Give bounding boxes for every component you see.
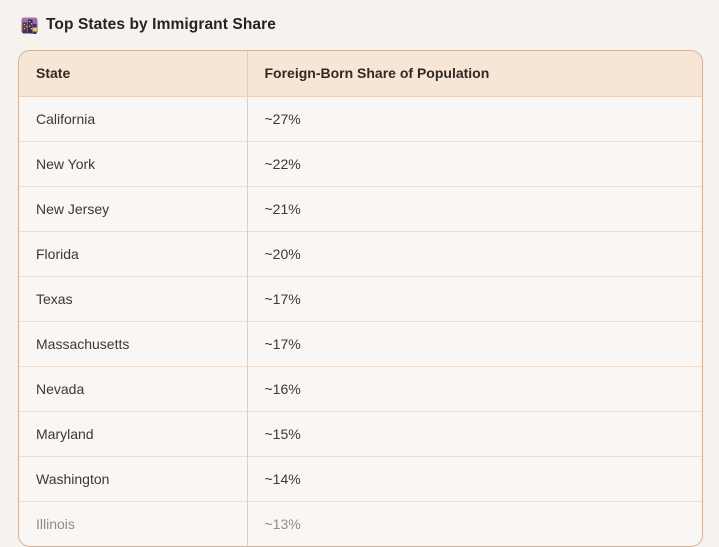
cell-state: Illinois [19, 500, 247, 546]
table-card: State Foreign-Born Share of Population C… [18, 50, 703, 547]
cell-share: ~15% [246, 410, 702, 456]
cell-share: ~13% [246, 500, 702, 546]
cell-state: New Jersey [19, 185, 247, 231]
cell-state: California [19, 96, 247, 141]
page-title: Top States by Immigrant Share [46, 16, 276, 33]
cell-share: ~20% [246, 230, 702, 276]
cell-state: New York [19, 140, 247, 186]
cell-state: Texas [19, 275, 247, 321]
table-row: Florida ~20% [19, 230, 702, 276]
cell-state: Maryland [19, 410, 247, 456]
table-row: California ~27% [19, 96, 702, 141]
cell-state: Florida [19, 230, 247, 276]
cell-state: Massachusetts [19, 320, 247, 366]
table-title-row: Top States by Immigrant Share [0, 0, 719, 37]
column-header-state: State [19, 51, 247, 97]
table-row: New York ~22% [19, 140, 702, 186]
table-header: State Foreign-Born Share of Population [19, 51, 702, 97]
table-body: California ~27% New York ~22% New Jersey ~21%… [19, 96, 702, 546]
cell-share: ~17% [246, 275, 702, 321]
table-row: Washington ~14% [19, 455, 702, 501]
cell-share: ~22% [246, 140, 702, 186]
cell-share: ~16% [246, 365, 702, 411]
table-row: Texas ~17% [19, 275, 702, 321]
cell-state: Nevada [19, 365, 247, 411]
cell-share: ~14% [246, 455, 702, 501]
cell-share: ~21% [246, 185, 702, 231]
table-row: New Jersey ~21% [19, 185, 702, 231]
night-cityscape-icon [21, 17, 38, 34]
table-row: Nevada ~16% [19, 365, 702, 411]
column-header-share: Foreign-Born Share of Population [246, 51, 702, 97]
cell-state: Washington [19, 455, 247, 501]
table-row: Maryland ~15% [19, 410, 702, 456]
cell-share: ~27% [246, 96, 702, 141]
cell-share: ~17% [246, 320, 702, 366]
header-row: State Foreign-Born Share of Population [19, 51, 702, 97]
table-row: Massachusetts ~17% [19, 320, 702, 366]
table-row: Illinois ~13% [19, 500, 702, 546]
states-table: State Foreign-Born Share of Population C… [19, 51, 702, 546]
